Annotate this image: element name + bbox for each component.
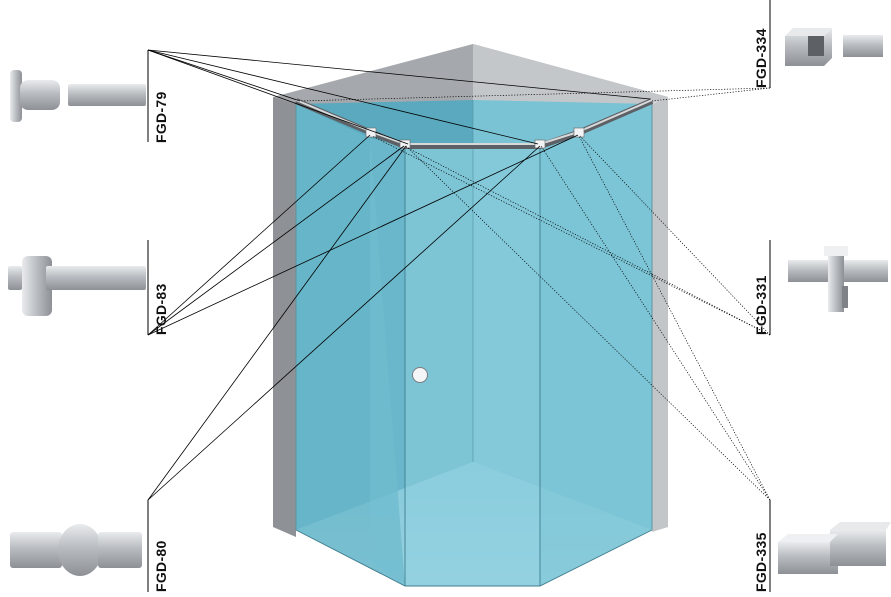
label-fgd331: FGD-331 (753, 275, 769, 335)
label-fgd83: FGD-83 (153, 283, 169, 335)
leader-lines (147, 49, 771, 501)
hinge-right (534, 139, 546, 149)
door-knob (412, 367, 428, 383)
label-fgd80: FGD-80 (153, 540, 169, 592)
fgd83-part-image (8, 256, 146, 316)
glass-enclosure (295, 100, 653, 587)
right-wall (652, 97, 668, 532)
right-side-panel (540, 104, 652, 586)
label-fgd335: FGD-335 (753, 532, 769, 592)
fgd80-part-image (10, 524, 142, 576)
door-left-fixed (370, 138, 405, 586)
label-fgd334: FGD-334 (753, 28, 769, 88)
fgd334-part-image (785, 28, 883, 66)
clamp-right (573, 127, 585, 138)
left-wall (273, 97, 296, 537)
fgd335-part-image (778, 522, 891, 574)
fgd331-part-image (788, 246, 888, 312)
fgd79-part-image (10, 70, 146, 122)
label-fgd79: FGD-79 (153, 91, 169, 143)
front-door-panel (405, 145, 540, 586)
